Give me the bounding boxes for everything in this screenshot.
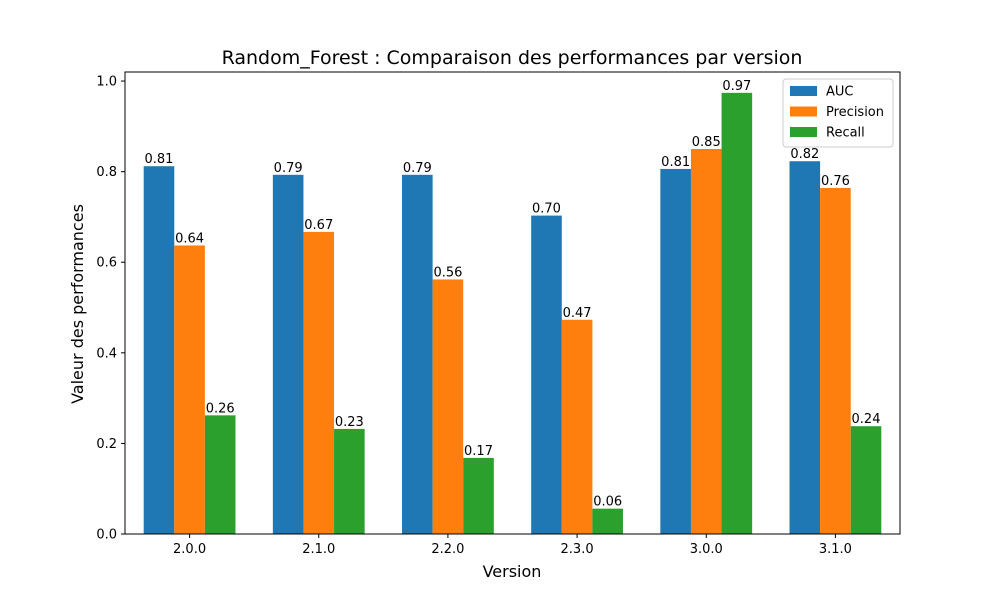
bar-precision-2.1.0: [303, 231, 335, 534]
legend-swatch-precision: [790, 106, 817, 117]
bar-auc-2.2.0: [402, 174, 433, 535]
x-tick-label-3.0.0: 3.0.0: [690, 542, 723, 557]
data-label-precision-2.3.0: 0.47: [563, 306, 592, 321]
data-label-recall-3.1.0: 0.24: [852, 412, 881, 427]
x-tick-label-2.3.0: 2.3.0: [561, 542, 594, 557]
data-label-auc-2.1.0: 0.79: [274, 161, 303, 176]
data-label-precision-3.0.0: 0.85: [692, 135, 721, 150]
legend-swatch-auc: [790, 86, 817, 96]
y-axis-label: Valeur des performances: [68, 204, 87, 404]
data-label-auc-2.0.0: 0.81: [145, 152, 174, 167]
bar-recall-2.3.0: [592, 508, 623, 534]
legend-label-auc: AUC: [826, 85, 854, 100]
data-label-auc-3.1.0: 0.82: [790, 147, 819, 162]
x-tick-label-3.1.0: 3.1.0: [819, 542, 852, 557]
bar-precision-3.0.0: [690, 149, 722, 534]
bar-precision-3.1.0: [820, 187, 851, 534]
data-label-precision-3.1.0: 0.76: [821, 174, 850, 189]
bar-auc-2.0.0: [143, 166, 175, 534]
data-label-precision-2.0.0: 0.64: [175, 231, 204, 246]
data-label-precision-2.1.0: 0.67: [304, 218, 333, 233]
y-tick-label: 0.0: [96, 528, 117, 543]
data-label-recall-2.2.0: 0.17: [464, 444, 493, 459]
x-tick-label-2.2.0: 2.2.0: [431, 542, 464, 557]
data-label-precision-2.2.0: 0.56: [433, 265, 462, 280]
y-tick-label: 0.6: [96, 256, 117, 271]
data-label-auc-2.3.0: 0.70: [532, 202, 561, 217]
legend-swatch-recall: [790, 127, 817, 137]
data-label-recall-2.3.0: 0.06: [593, 495, 622, 510]
axes-layer: 0.0 0.2 0.4 0.6 0.8 1.0 2.0.0 2.1.0 2.2.0 2.3.0 3.…: [96, 71, 901, 557]
x-axis-label: Version: [483, 562, 542, 581]
bar-precision-2.3.0: [561, 319, 593, 534]
data-label-auc-3.0.0: 0.81: [661, 155, 690, 170]
legend-label-precision: Precision: [826, 105, 884, 120]
bar-auc-2.3.0: [531, 215, 562, 535]
bar-auc-2.1.0: [272, 174, 304, 535]
y-tick-label: 0.8: [96, 165, 117, 180]
legend-label-recall: Recall: [826, 126, 865, 141]
chart-title: Random_Forest : Comparaison des performa…: [222, 47, 803, 69]
plot-frame: [124, 71, 901, 535]
y-tick-label: 0.2: [96, 437, 117, 452]
bar-auc-3.0.0: [660, 168, 691, 534]
x-tick-label-2.1.0: 2.1.0: [302, 542, 335, 557]
y-tick-label: 0.4: [96, 346, 117, 361]
bar-recall-2.0.0: [204, 415, 236, 534]
data-label-recall-2.1.0: 0.23: [335, 415, 364, 430]
data-label-recall-2.0.0: 0.26: [206, 401, 235, 416]
bars-layer: 0.81 0.79 0.79 0.70 0.81 0.82 0.64 0.67 0.56 0.47…: [143, 79, 882, 535]
y-tick-label: 1.0: [96, 75, 117, 90]
bar-precision-2.2.0: [432, 279, 464, 534]
data-label-auc-2.2.0: 0.79: [403, 161, 432, 176]
bar-recall-3.0.0: [721, 92, 753, 534]
bar-recall-2.1.0: [334, 428, 365, 534]
x-tick-label-2.0.0: 2.0.0: [173, 542, 206, 557]
legend: AUC Precision Recall: [782, 78, 894, 148]
bar-recall-2.2.0: [463, 457, 494, 534]
data-label-recall-3.0.0: 0.97: [722, 79, 751, 94]
bar-precision-2.0.0: [174, 245, 205, 534]
bar-auc-3.1.0: [789, 161, 821, 534]
bar-recall-3.1.0: [850, 426, 882, 534]
